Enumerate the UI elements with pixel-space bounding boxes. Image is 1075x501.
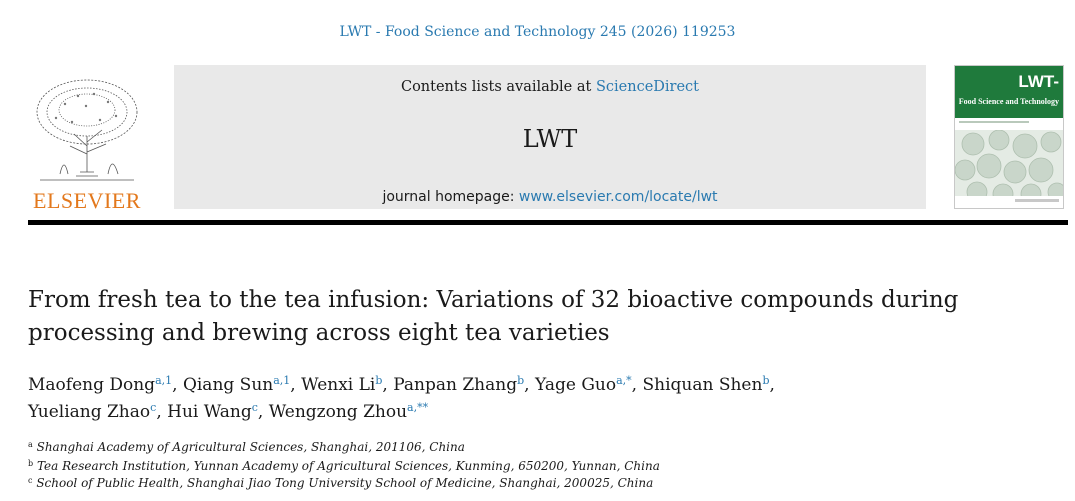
author-name[interactable]: Maofeng Dong [28, 375, 156, 395]
author-affiliation-marker[interactable]: a,** [407, 401, 429, 414]
elsevier-tree-icon [36, 79, 138, 181]
author-separator: , [290, 375, 302, 395]
journal-name: LWT [522, 125, 578, 153]
cover-photo [955, 130, 1063, 196]
author-name[interactable]: Panpan Zhang [393, 375, 518, 395]
affiliation-label: a [28, 440, 33, 449]
author-separator: , [172, 375, 183, 395]
author-affiliation-marker[interactable]: a,1 [273, 374, 291, 387]
author-name[interactable]: Qiang Sun [182, 375, 274, 395]
author-separator: , [769, 375, 775, 395]
sciencedirect-link[interactable]: ScienceDirect [595, 79, 700, 95]
author-name[interactable]: Yage Guo [534, 375, 617, 395]
author-separator: , [257, 402, 269, 422]
elsevier-wordmark: ELSEVIER [33, 188, 141, 213]
affiliation-a: a Shanghai Academy of Agricultural Scien… [28, 440, 465, 454]
journal-banner: Contents lists available at ScienceDirec… [174, 65, 926, 209]
author-name[interactable]: Wenxi Li [301, 375, 376, 395]
cover-header: LWT- Food Science and Technology [955, 66, 1063, 118]
elsevier-logo[interactable]: ELSEVIER [26, 76, 148, 216]
homepage-prefix: journal homepage: [382, 189, 519, 205]
author-separator: , [524, 375, 535, 395]
author-separator: , [382, 375, 394, 395]
contents-line: Contents lists available at ScienceDirec… [174, 79, 926, 95]
affiliation-label: c [28, 476, 33, 485]
cover-subtitle: Food Science and Technology [958, 97, 1059, 106]
header-rule [28, 220, 1068, 225]
author-affiliation-marker[interactable]: a,1 [155, 374, 173, 387]
journal-citation[interactable]: LWT - Food Science and Technology 245 (2… [339, 24, 736, 40]
affiliation-b: b Tea Research Institution, Yunnan Acade… [28, 459, 660, 473]
affiliation-c: c School of Public Health, Shanghai Jiao… [28, 476, 653, 490]
homepage-link[interactable]: www.elsevier.com/locate/lwt [518, 189, 718, 205]
cover-photo-graphic [955, 130, 1063, 196]
author-affiliation-marker[interactable]: c [150, 401, 157, 414]
affiliation-text: Shanghai Academy of Agricultural Science… [36, 440, 465, 454]
author-affiliation-marker[interactable]: b [375, 374, 383, 387]
affiliation-label: b [28, 459, 34, 468]
cover-divider [959, 121, 1029, 123]
author-list: Maofeng Donga,1, Qiang Suna,1, Wenxi Lib… [28, 372, 1028, 426]
cover-title: LWT- [1018, 72, 1059, 91]
author-name[interactable]: Shiquan Shen [642, 375, 763, 395]
cover-footer-line [1015, 199, 1059, 202]
affiliation-text: Tea Research Institution, Yunnan Academy… [36, 459, 660, 473]
contents-prefix: Contents lists available at [400, 79, 596, 95]
homepage-line: journal homepage: www.elsevier.com/locat… [174, 189, 926, 205]
author-affiliation-marker[interactable]: a,* [616, 374, 632, 387]
author-name[interactable]: Hui Wang [167, 402, 252, 422]
author-name[interactable]: Wengzong Zhou [268, 402, 408, 422]
author-affiliation-marker[interactable]: b [517, 374, 525, 387]
author-separator: , [156, 402, 168, 422]
author-affiliation-marker[interactable]: c [251, 401, 258, 414]
author-separator: , [631, 375, 643, 395]
article-title: From fresh tea to the tea infusion: Vari… [28, 287, 959, 346]
author-affiliation-marker[interactable]: b [762, 374, 770, 387]
journal-cover[interactable]: LWT- Food Science and Technology [954, 65, 1064, 209]
affiliation-text: School of Public Health, Shanghai Jiao T… [36, 476, 654, 490]
author-name[interactable]: Yueliang Zhao [28, 402, 151, 422]
